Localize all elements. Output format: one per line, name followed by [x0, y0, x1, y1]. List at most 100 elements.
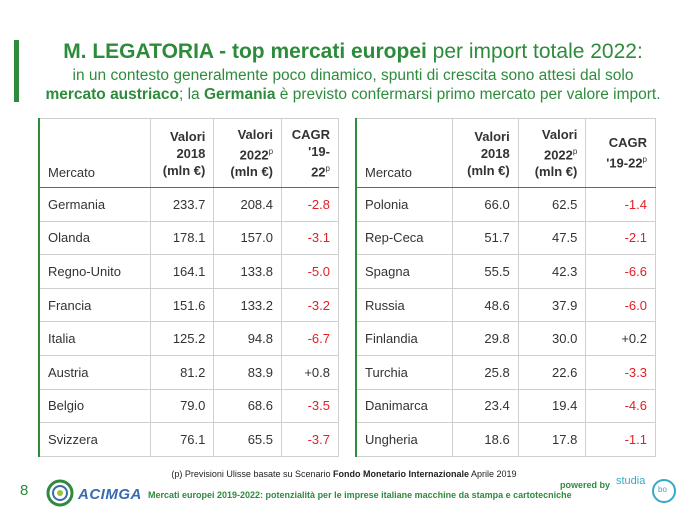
cell-v2018: 55.5 — [452, 254, 519, 289]
cell-v2018: 23.4 — [452, 388, 519, 424]
cell-market: Francia — [37, 287, 151, 323]
table-row: Regno-Unito 164.1 133.8 -5.0 — [37, 254, 339, 289]
cell-market: Danimarca — [355, 388, 454, 424]
table-row: Svizzera 76.1 65.5 -3.7 — [37, 422, 339, 457]
cell-v2018: 151.6 — [149, 287, 215, 323]
cell-cagr: -1.1 — [585, 422, 656, 457]
cell-market: Ungheria — [355, 422, 454, 457]
footnote-post: Aprile 2019 — [469, 469, 517, 479]
table-row: Olanda 178.1 157.0 -3.1 — [37, 220, 339, 256]
cell-market: Finlandia — [355, 321, 454, 356]
cell-cagr: -3.7 — [281, 422, 339, 457]
header-v2022: Valori 2022p (mln €) — [517, 118, 587, 188]
cell-cagr: -3.3 — [585, 354, 656, 390]
cell-v2022: 42.3 — [517, 254, 587, 289]
subtitle-mid: ; la — [178, 86, 204, 103]
cell-cagr: -6.7 — [281, 321, 339, 356]
table-row: Italia 125.2 94.8 -6.7 — [37, 321, 339, 356]
table-row: Germania 233.7 208.4 -2.8 — [37, 187, 339, 222]
acimga-logo-icon — [46, 479, 74, 507]
cell-cagr: -3.1 — [281, 220, 339, 256]
cell-v2022: 133.8 — [213, 254, 283, 289]
table-row: Rep-Ceca 51.7 47.5 -2.1 — [355, 220, 656, 256]
cell-v2018: 178.1 — [149, 220, 215, 256]
cell-v2018: 125.2 — [149, 321, 215, 356]
cell-cagr: -4.6 — [585, 388, 656, 424]
table-row: Turchia 25.8 22.6 -3.3 — [355, 354, 656, 390]
markets-table-left: Mercato Valori 2018 (mln €) Valori 2022p (ml… — [37, 118, 339, 457]
subtitle-line1: in un contesto generalmente poco dinamic… — [72, 67, 634, 84]
cell-v2022: 30.0 — [517, 321, 587, 356]
cell-market: Italia — [37, 321, 151, 356]
cell-cagr: +0.8 — [281, 354, 339, 390]
page-number: 8 — [20, 482, 29, 499]
cell-cagr: -6.0 — [585, 287, 656, 323]
cell-market: Russia — [355, 287, 454, 323]
cell-market: Polonia — [355, 187, 454, 222]
cell-cagr: -3.2 — [281, 287, 339, 323]
cell-v2022: 17.8 — [517, 422, 587, 457]
table-header-row: Mercato Valori 2018 (mln €) Valori 2022p (ml… — [37, 118, 339, 188]
cell-v2022: 68.6 — [213, 388, 283, 424]
table-row: Russia 48.6 37.9 -6.0 — [355, 287, 656, 323]
table-row: Spagna 55.5 42.3 -6.6 — [355, 254, 656, 289]
cell-v2018: 233.7 — [149, 187, 215, 222]
acimga-logo: ACIMGA — [44, 478, 144, 508]
cell-cagr: -6.6 — [585, 254, 656, 289]
table-row: Danimarca 23.4 19.4 -4.6 — [355, 388, 656, 424]
powered-by-label: powered by — [560, 480, 611, 490]
footnote-pre: (p) Previsioni Ulisse basate su Scenario — [171, 469, 333, 479]
cell-cagr: -5.0 — [281, 254, 339, 289]
title-accent-bar — [14, 40, 19, 102]
cell-v2018: 164.1 — [149, 254, 215, 289]
table-row: Ungheria 18.6 17.8 -1.1 — [355, 422, 656, 457]
header-v2022: Valori 2022p (mln €) — [213, 118, 283, 188]
title-bold: M. LEGATORIA - top mercati europei — [63, 40, 427, 63]
cell-market: Regno-Unito — [37, 254, 151, 289]
cell-market: Olanda — [37, 220, 151, 256]
table-row: Austria 81.2 83.9 +0.8 — [37, 354, 339, 390]
footnote-bold: Fondo Monetario Internazionale — [333, 469, 470, 479]
table-header-row: Mercato Valori 2018 (mln €) Valori 2022p (ml… — [355, 118, 656, 188]
cell-v2022: 19.4 — [517, 388, 587, 424]
cell-market: Germania — [37, 187, 151, 222]
subtitle-bold1: mercato austriaco — [45, 86, 179, 103]
cell-market: Turchia — [355, 354, 454, 390]
cell-v2022: 133.2 — [213, 287, 283, 323]
cell-market: Rep-Ceca — [355, 220, 454, 256]
header-cagr: CAGR '19-22p — [585, 118, 656, 188]
cell-v2018: 51.7 — [452, 220, 519, 256]
cell-v2018: 18.6 — [452, 422, 519, 457]
cell-v2018: 48.6 — [452, 287, 519, 323]
table-row: Francia 151.6 133.2 -3.2 — [37, 287, 339, 323]
cell-v2022: 65.5 — [213, 422, 283, 457]
header-market: Mercato — [355, 118, 454, 188]
cell-cagr: -2.1 — [585, 220, 656, 256]
title-rest: per import totale 2022: — [426, 40, 643, 63]
page-subtitle: in un contesto generalmente poco dinamic… — [28, 66, 678, 104]
studia-circle-icon — [652, 479, 676, 503]
markets-table-right: Mercato Valori 2018 (mln €) Valori 2022p (ml… — [355, 118, 656, 457]
cell-v2022: 208.4 — [213, 187, 283, 222]
header-v2018: Valori 2018 (mln €) — [149, 118, 215, 188]
cell-v2022: 62.5 — [517, 187, 587, 222]
cell-market: Svizzera — [37, 422, 151, 457]
cell-cagr: -2.8 — [281, 187, 339, 222]
cell-market: Belgio — [37, 388, 151, 424]
studia-logo-text: studia — [616, 475, 646, 487]
table-row: Finlandia 29.8 30.0 +0.2 — [355, 321, 656, 356]
cell-v2018: 25.8 — [452, 354, 519, 390]
cell-v2022: 157.0 — [213, 220, 283, 256]
header-market: Mercato — [37, 118, 151, 188]
cell-v2022: 47.5 — [517, 220, 587, 256]
cell-v2022: 94.8 — [213, 321, 283, 356]
studia-logo: studia bo — [614, 469, 684, 505]
cell-cagr: -3.5 — [281, 388, 339, 424]
cell-v2018: 76.1 — [149, 422, 215, 457]
cell-market: Spagna — [355, 254, 454, 289]
cell-v2022: 22.6 — [517, 354, 587, 390]
cell-v2018: 66.0 — [452, 187, 519, 222]
cell-cagr: -1.4 — [585, 187, 656, 222]
subtitle-bold2: Germania — [203, 86, 276, 103]
cell-v2018: 29.8 — [452, 321, 519, 356]
